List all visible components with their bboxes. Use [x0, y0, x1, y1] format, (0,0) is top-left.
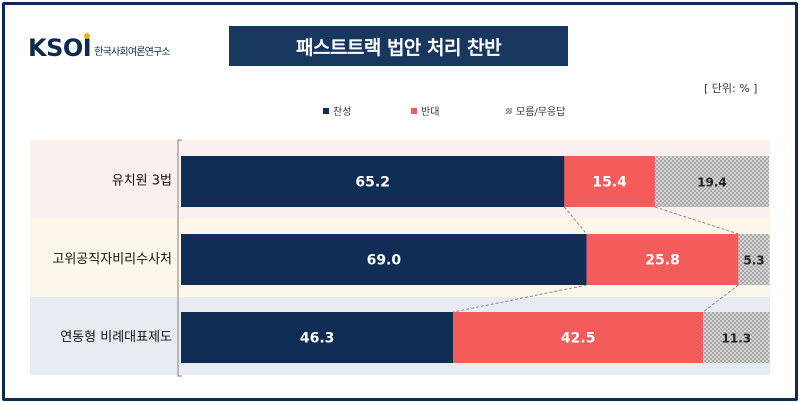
legend-label-unsure: 모름/무응답	[516, 107, 566, 118]
data-label: 25.8	[645, 253, 680, 269]
legend-item-unsure: 모름/무응답	[506, 103, 565, 118]
logo-word: KSOI	[28, 34, 92, 62]
legend-item-disagree: 반대	[411, 103, 439, 118]
bar-segment	[453, 312, 704, 363]
ksoi-logo: KSOI 한국사회여론연구소	[28, 33, 171, 62]
legend-label-agree: 찬성	[333, 107, 352, 118]
legend-item-agree: 찬성	[323, 103, 351, 118]
unit-note: [ 단위: % ]	[704, 82, 758, 95]
bar-segment	[181, 312, 454, 363]
logo-dot-icon	[84, 33, 91, 39]
bar-segment	[181, 234, 587, 285]
legend-label-disagree: 반대	[421, 107, 440, 118]
bar-segment	[738, 234, 770, 285]
category-label: 고위공직자비리수사처	[52, 252, 172, 267]
bar-segment	[654, 156, 769, 207]
legend-swatch-unsure	[506, 107, 512, 114]
category-label: 유치원 3법	[112, 174, 172, 189]
connector-line	[563, 206, 588, 235]
data-label: 11.3	[722, 332, 752, 346]
connector-line	[453, 284, 587, 313]
data-label: 42.5	[561, 331, 596, 347]
chart-title: 패스트트랙 법안 처리 찬반	[229, 26, 568, 66]
bar-segment	[181, 156, 565, 207]
bar-segment	[564, 156, 655, 207]
legend: 찬성 반대 모름/무응답	[0, 103, 800, 118]
legend-swatch-disagree	[411, 107, 417, 114]
data-label: 15.4	[592, 175, 627, 191]
logo-wordmark: KSOI	[28, 33, 92, 62]
data-label: 46.3	[300, 331, 335, 347]
bar-segment	[703, 312, 770, 363]
logo-org-name: 한국사회여론연구소	[94, 47, 170, 58]
legend-swatch-agree	[323, 107, 329, 114]
bar-segment	[586, 234, 739, 285]
category-label: 연동형 비례대표제도	[60, 330, 172, 345]
chart-title-text: 패스트트랙 법안 처리 찬반	[295, 36, 502, 59]
connector-line	[702, 284, 739, 313]
data-label: 65.2	[355, 175, 390, 191]
category-axis-bracket	[177, 139, 182, 377]
data-label: 5.3	[743, 254, 764, 268]
data-label: 19.4	[697, 176, 727, 190]
data-label: 69.0	[367, 253, 402, 269]
